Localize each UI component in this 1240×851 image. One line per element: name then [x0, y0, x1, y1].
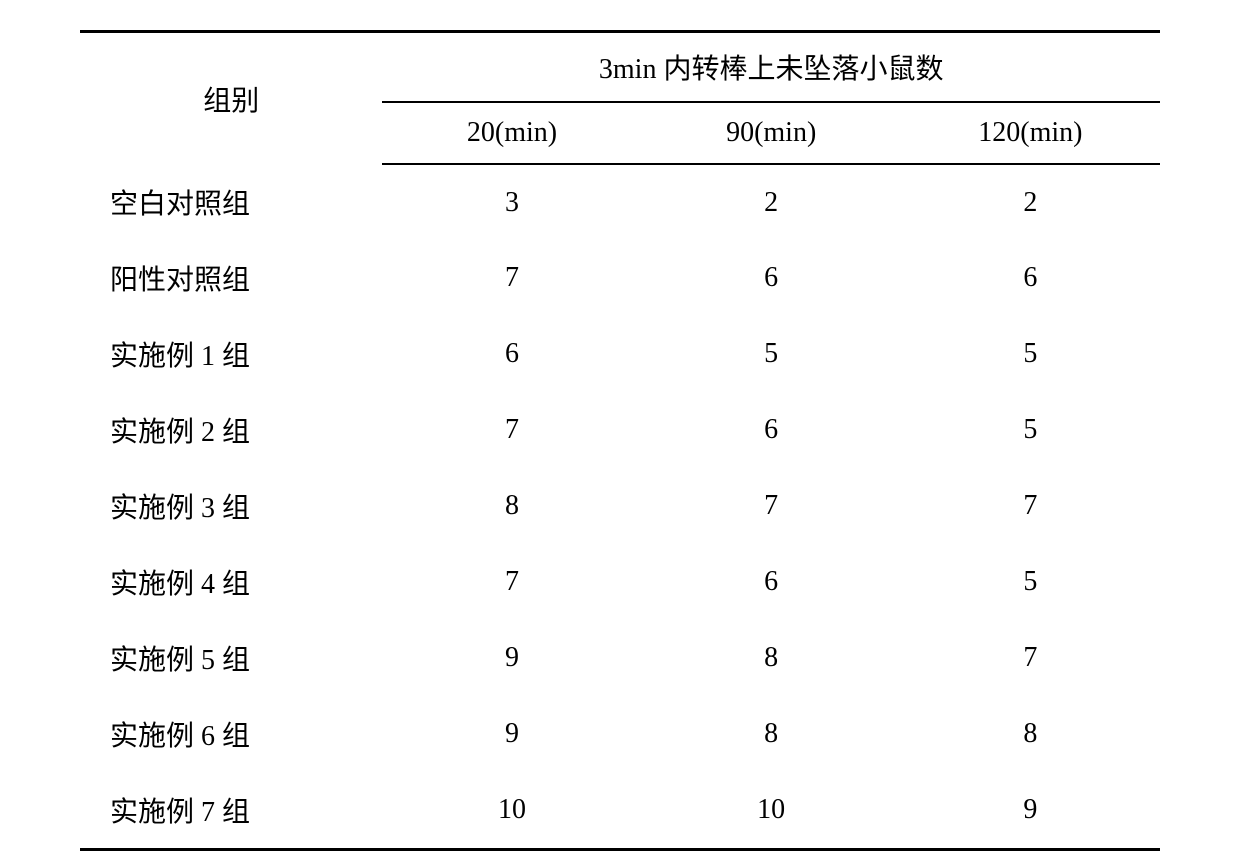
time-col-0: 20(min): [382, 102, 641, 164]
table-row: 实施例 3 组 8 7 7: [80, 468, 1160, 544]
cell-value: 10: [382, 772, 641, 850]
row-label: 实施例 1 组: [80, 316, 382, 392]
row-label: 阳性对照组: [80, 240, 382, 316]
cell-value: 8: [901, 696, 1160, 772]
cell-value: 2: [901, 164, 1160, 240]
time-col-2: 120(min): [901, 102, 1160, 164]
cell-value: 7: [382, 392, 641, 468]
group-column-header: 组别: [80, 32, 382, 165]
cell-value: 6: [642, 392, 901, 468]
cell-value: 2: [642, 164, 901, 240]
cell-value: 7: [901, 468, 1160, 544]
cell-value: 7: [382, 544, 641, 620]
row-label: 实施例 4 组: [80, 544, 382, 620]
spanner-header: 3min 内转棒上未坠落小鼠数: [382, 32, 1160, 103]
row-label: 实施例 2 组: [80, 392, 382, 468]
cell-value: 9: [901, 772, 1160, 850]
cell-value: 6: [901, 240, 1160, 316]
cell-value: 5: [901, 316, 1160, 392]
cell-value: 8: [642, 696, 901, 772]
cell-value: 7: [382, 240, 641, 316]
cell-value: 6: [382, 316, 641, 392]
row-label: 空白对照组: [80, 164, 382, 240]
cell-value: 5: [642, 316, 901, 392]
table-body: 空白对照组 3 2 2 阳性对照组 7 6 6 实施例 1 组 6 5 5 实施…: [80, 164, 1160, 850]
cell-value: 6: [642, 544, 901, 620]
cell-value: 6: [642, 240, 901, 316]
table-row: 实施例 6 组 9 8 8: [80, 696, 1160, 772]
cell-value: 5: [901, 392, 1160, 468]
cell-value: 5: [901, 544, 1160, 620]
cell-value: 7: [642, 468, 901, 544]
cell-value: 9: [382, 696, 641, 772]
table-row: 实施例 1 组 6 5 5: [80, 316, 1160, 392]
table-row: 空白对照组 3 2 2: [80, 164, 1160, 240]
table-row: 实施例 7 组 10 10 9: [80, 772, 1160, 850]
data-table: 组别 3min 内转棒上未坠落小鼠数 20(min) 90(min) 120(m…: [80, 30, 1160, 851]
table-row: 阳性对照组 7 6 6: [80, 240, 1160, 316]
time-col-1: 90(min): [642, 102, 901, 164]
cell-value: 7: [901, 620, 1160, 696]
row-label: 实施例 7 组: [80, 772, 382, 850]
cell-value: 8: [382, 468, 641, 544]
row-label: 实施例 3 组: [80, 468, 382, 544]
table-row: 实施例 5 组 9 8 7: [80, 620, 1160, 696]
row-label: 实施例 6 组: [80, 696, 382, 772]
cell-value: 9: [382, 620, 641, 696]
cell-value: 10: [642, 772, 901, 850]
table-row: 实施例 4 组 7 6 5: [80, 544, 1160, 620]
cell-value: 3: [382, 164, 641, 240]
table-row: 实施例 2 组 7 6 5: [80, 392, 1160, 468]
cell-value: 8: [642, 620, 901, 696]
row-label: 实施例 5 组: [80, 620, 382, 696]
